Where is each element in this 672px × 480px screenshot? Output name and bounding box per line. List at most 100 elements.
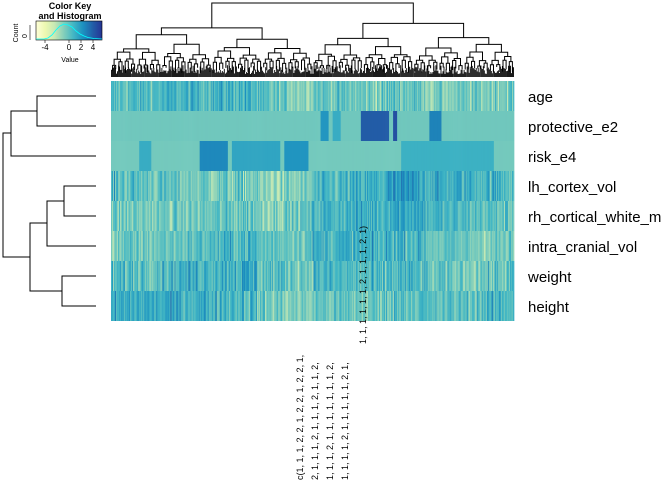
heatmap-cell — [479, 81, 482, 111]
heatmap-cell — [277, 141, 279, 171]
heatmap-cell — [499, 141, 502, 171]
heatmap-cell — [484, 261, 487, 291]
heatmap-cell — [147, 261, 149, 291]
heatmap-cell — [188, 141, 190, 171]
heatmap-cell — [439, 81, 441, 111]
heatmap-cell — [211, 141, 214, 171]
heatmap-cell — [162, 141, 164, 171]
heatmap-cell — [424, 291, 426, 321]
heatmap-cell — [361, 171, 364, 201]
heatmap-cell — [388, 201, 390, 231]
heatmap-cell — [112, 201, 114, 231]
heatmap-cell — [204, 261, 207, 291]
heatmap-cell — [170, 111, 172, 141]
heatmap-cell — [323, 111, 325, 141]
heatmap-cell — [356, 171, 359, 201]
heatmap-cell — [263, 201, 265, 231]
heatmap-cell — [156, 141, 158, 171]
heatmap-cell — [424, 81, 426, 111]
heatmap-cell — [453, 111, 455, 141]
heatmap-cell — [497, 291, 500, 321]
heatmap-cell — [385, 291, 387, 321]
heatmap-cell — [273, 111, 275, 141]
heatmap-cell — [342, 171, 345, 201]
row-labels: age protective_e2 risk_e4 lh_cortex_vol … — [527, 89, 661, 316]
heatmap-cell — [237, 171, 240, 201]
heatmap-cell — [326, 111, 328, 141]
heatmap-cell — [391, 171, 393, 201]
heatmap-cell — [494, 291, 497, 321]
heatmap-cell — [404, 81, 406, 111]
heatmap-cell — [469, 261, 472, 291]
heatmap-cell — [363, 81, 366, 111]
heatmap-cell — [282, 291, 284, 321]
heatmap-cell — [321, 141, 323, 171]
heatmap-cell — [486, 81, 489, 111]
heatmap-cell — [343, 171, 346, 201]
heatmap-cell — [290, 231, 292, 261]
heatmap-cell — [434, 81, 436, 111]
heatmap-cell — [309, 231, 311, 261]
heatmap-cell — [396, 201, 398, 231]
heatmap-cell — [418, 171, 420, 201]
heatmap-cell — [427, 141, 429, 171]
heatmap-cell — [469, 231, 472, 261]
heatmap-cell — [392, 111, 394, 141]
heatmap-cell — [365, 231, 368, 261]
heatmap-cell — [352, 261, 355, 291]
heatmap-cell — [318, 231, 320, 261]
heatmap-cell — [255, 201, 257, 231]
heatmap-cell — [242, 171, 245, 201]
heatmap-cell — [442, 201, 444, 231]
heatmap-cell — [455, 111, 457, 141]
heatmap-cell — [304, 81, 306, 111]
heatmap-cell — [397, 231, 399, 261]
heatmap-cell — [410, 81, 412, 111]
heatmap-cell — [300, 171, 302, 201]
heatmap-cell — [467, 141, 470, 171]
heatmap-cell — [268, 81, 270, 111]
heatmap-cell — [161, 81, 163, 111]
heatmap-cell — [255, 81, 257, 111]
heatmap-cell — [205, 231, 208, 261]
heatmap-cell — [186, 201, 188, 231]
heatmap-cell — [143, 111, 145, 141]
heatmap-cell — [466, 81, 469, 111]
heatmap-cell — [457, 111, 459, 141]
heatmap-cell — [325, 291, 327, 321]
heatmap-cell — [311, 81, 313, 111]
heatmap-cell — [504, 261, 507, 291]
heatmap-cell — [172, 141, 174, 171]
heatmap-cell — [447, 81, 449, 111]
heatmap-cell — [187, 231, 189, 261]
heatmap-cell — [235, 231, 238, 261]
heatmap-cell — [249, 111, 251, 141]
heatmap-cell — [450, 81, 452, 111]
heatmap-cell — [441, 111, 443, 141]
heatmap-cell — [408, 171, 410, 201]
heatmap-cell — [373, 141, 376, 171]
heatmap-cell — [237, 141, 240, 171]
heatmap-cell — [367, 231, 370, 261]
heatmap-cell — [419, 111, 421, 141]
heatmap-cell — [307, 261, 309, 291]
heatmap-cell — [361, 201, 364, 231]
column-dendrogram-branch — [301, 59, 306, 71]
heatmap-cell — [258, 171, 260, 201]
heatmap-cell — [435, 141, 437, 171]
heatmap-cell — [209, 81, 212, 111]
heatmap-cell — [313, 141, 315, 171]
heatmap-cell — [249, 231, 251, 261]
heatmap-cell — [439, 261, 441, 291]
column-label-3: 1, 1, 1, 2, 1, 1, 1, 1, 1, 1, 1, 2, — [325, 362, 335, 480]
heatmap-cell — [184, 231, 186, 261]
heatmap-cell — [482, 171, 485, 201]
heatmap-cell — [264, 201, 266, 231]
heatmap-cell — [312, 171, 314, 201]
heatmap-cell — [461, 111, 463, 141]
heatmap-cell — [450, 291, 452, 321]
heatmap-cell — [488, 141, 491, 171]
heatmap-cell — [360, 141, 363, 171]
heatmap-cell — [458, 111, 460, 141]
column-dendrogram-branch — [113, 58, 121, 66]
